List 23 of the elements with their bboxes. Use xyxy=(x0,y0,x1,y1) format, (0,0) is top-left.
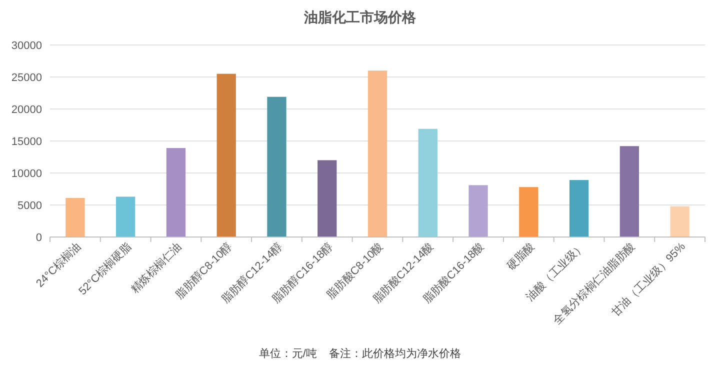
chart-title: 油脂化工市场价格 xyxy=(303,9,417,25)
y-tick-label: 15000 xyxy=(11,136,42,148)
bar xyxy=(519,187,538,237)
bar xyxy=(468,185,488,237)
bar xyxy=(267,96,286,237)
bar xyxy=(166,148,186,237)
bar xyxy=(368,70,388,237)
y-tick-label: 25000 xyxy=(11,72,42,84)
y-tick-label: 30000 xyxy=(11,40,42,52)
bar xyxy=(569,180,589,237)
bar xyxy=(66,198,85,237)
y-tick-label: 10000 xyxy=(11,168,42,180)
bar xyxy=(620,146,639,237)
bar xyxy=(116,196,136,237)
bar xyxy=(418,128,438,237)
bar xyxy=(216,74,236,237)
bar xyxy=(670,206,690,237)
bar xyxy=(318,160,337,237)
y-tick-label: 20000 xyxy=(11,104,42,116)
y-tick-label: 5000 xyxy=(18,200,42,212)
text: 单位：元/吨 备注：此价格均为净水价格 xyxy=(258,347,462,360)
y-tick-label: 0 xyxy=(36,232,42,244)
x-tick-label: 硬脂酸 xyxy=(504,240,537,272)
